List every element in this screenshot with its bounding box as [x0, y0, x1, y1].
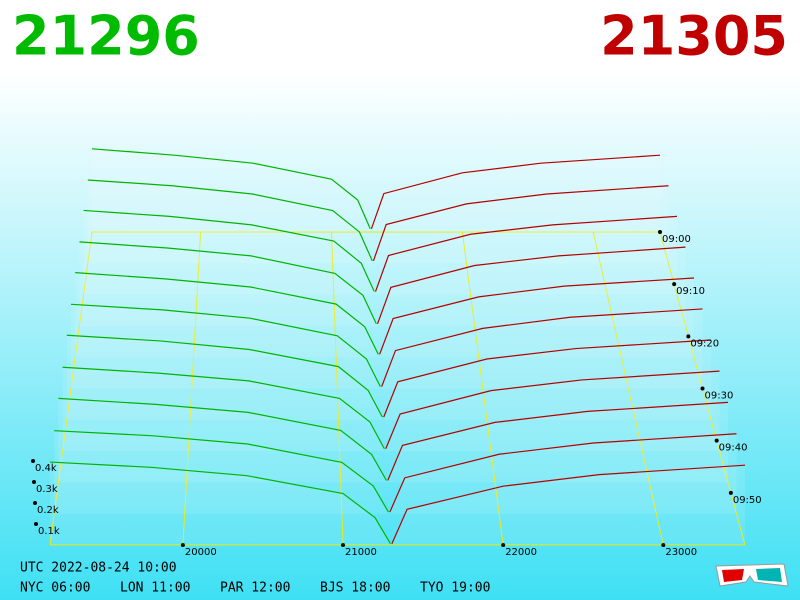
t-tick-label: 09:00 — [662, 234, 691, 245]
depth-area — [71, 304, 381, 389]
t-tick-mark — [686, 334, 691, 339]
y-tick-label: 0.3k — [36, 484, 58, 495]
city-time: TYO 19:00 — [420, 581, 490, 596]
y-tick-label: 0.4k — [35, 463, 57, 474]
ask-depth-line — [379, 277, 695, 355]
bid-price: 21296 — [12, 5, 200, 68]
depth-area — [92, 148, 371, 232]
x-tick-mark — [501, 543, 506, 547]
t-tick-mark — [728, 490, 733, 495]
depth-area — [383, 340, 711, 420]
bid-depth-line — [91, 148, 371, 230]
ask-depth-line — [385, 370, 720, 449]
x-tick-mark — [661, 543, 666, 547]
depth-area — [385, 371, 720, 452]
x-tick-label: 20000 — [185, 547, 217, 558]
depth-area — [50, 462, 391, 545]
depth-area — [83, 210, 375, 295]
y-tick-label: 0.1k — [38, 526, 60, 537]
utc-time: UTC 2022-08-24 10:00 — [20, 561, 177, 576]
bid-depth-line — [83, 209, 375, 292]
bid-depth-line — [66, 334, 383, 418]
ask-depth-line — [376, 246, 686, 325]
depth-area — [375, 216, 677, 295]
city-time: BJS 18:00 — [320, 581, 390, 596]
depth-area — [377, 247, 686, 326]
y-tick-label: 0.2k — [37, 505, 59, 516]
bid-depth-line — [62, 366, 385, 450]
ask-depth-line — [389, 433, 737, 513]
depth-area — [371, 155, 660, 232]
ask-price: 21305 — [600, 5, 788, 68]
ask-depth-line — [374, 215, 678, 292]
grid-line — [182, 231, 202, 546]
ask-depth-line — [372, 185, 669, 262]
bid-depth-line — [87, 179, 373, 262]
grid-line — [592, 231, 664, 546]
ask-depth-line — [383, 339, 712, 418]
t-tick-mark — [714, 438, 719, 443]
depth-area — [87, 179, 373, 264]
bid-depth-line — [70, 303, 381, 387]
grid-line — [461, 231, 504, 546]
y-tick-mark — [31, 459, 35, 463]
y-tick-mark — [34, 522, 38, 526]
depth-area — [54, 430, 389, 514]
x-tick-label: 23000 — [665, 547, 697, 558]
t-tick-label: 09:10 — [676, 286, 705, 297]
bid-depth-line — [58, 397, 387, 481]
t-tick-label: 09:40 — [719, 443, 748, 454]
t-tick-label: 09:50 — [733, 495, 762, 506]
depth-area — [62, 367, 385, 452]
t-tick-mark — [672, 282, 677, 287]
city-time: PAR 12:00 — [220, 581, 290, 596]
depth-area — [58, 398, 387, 483]
depth-area — [387, 402, 728, 483]
t-tick-label: 09:30 — [705, 391, 734, 402]
ask-depth-line — [387, 401, 729, 481]
bid-depth-line — [79, 241, 377, 325]
x-tick-mark — [180, 543, 185, 547]
bid-depth-line — [75, 272, 379, 355]
t-tick-mark — [700, 386, 705, 391]
ask-depth-line — [381, 308, 703, 387]
depth-area — [379, 278, 694, 358]
depth-area — [75, 272, 379, 358]
city-time: LON 11:00 — [120, 581, 190, 596]
depth-area — [391, 465, 745, 545]
glasses-icon — [715, 563, 789, 587]
bid-depth-line — [49, 461, 391, 545]
depth-area — [66, 335, 383, 420]
ask-depth-line — [370, 154, 661, 229]
depth-area — [373, 185, 669, 264]
grid-edge — [49, 231, 93, 546]
y-tick-mark — [33, 501, 37, 505]
bid-depth-line — [54, 430, 389, 513]
depth-area — [389, 433, 737, 514]
x-tick-label: 21000 — [345, 547, 377, 558]
x-tick-mark — [341, 543, 346, 547]
plot: 20000 21000 22000 23000 0.1k 0.2k 0.3k 0.4k 09:0… — [31, 148, 762, 558]
t-tick-mark — [658, 230, 662, 234]
depth-area — [79, 241, 377, 326]
depth-area — [381, 308, 703, 389]
t-tick-label: 09:20 — [690, 338, 719, 349]
city-time: NYC 06:00 — [20, 581, 90, 596]
x-tick-label: 22000 — [505, 547, 537, 558]
ask-depth-line — [391, 464, 746, 544]
y-tick-mark — [32, 480, 36, 484]
